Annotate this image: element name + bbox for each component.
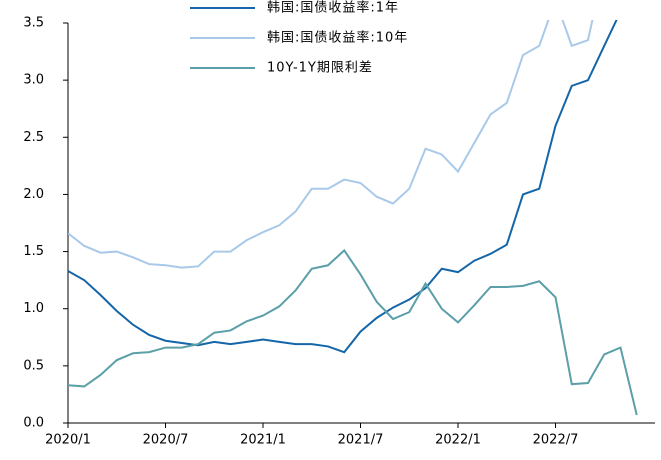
x-tick-label: 2022/1 bbox=[435, 433, 481, 448]
legend-label: 10Y-1Y期限利差 bbox=[267, 61, 373, 76]
legend-label: 韩国:国债收益率:1年 bbox=[267, 0, 399, 16]
series-line bbox=[68, 20, 618, 354]
x-tick-label: 2022/7 bbox=[533, 433, 579, 448]
plot-area bbox=[68, 20, 638, 416]
x-tick-label: 2021/7 bbox=[338, 433, 384, 448]
legend-label: 韩国:国债收益率:10年 bbox=[267, 30, 408, 46]
y-tick-label: 2.0 bbox=[23, 187, 44, 202]
series-line bbox=[68, 248, 638, 416]
y-tick-label: 1.0 bbox=[23, 301, 44, 316]
y-tick-label: 0.5 bbox=[23, 358, 44, 373]
y-tick-label: 1.5 bbox=[23, 244, 44, 259]
x-tick-label: 2020/7 bbox=[143, 433, 189, 448]
y-tick-label: 3.0 bbox=[23, 73, 44, 88]
x-tick-label: 2020/1 bbox=[45, 433, 91, 448]
y-tick-label: 2.5 bbox=[23, 130, 44, 145]
series-line bbox=[68, 20, 594, 269]
y-tick-label: 0.0 bbox=[23, 416, 44, 431]
x-tick-label: 2021/1 bbox=[240, 433, 286, 448]
y-tick-label: 3.5 bbox=[23, 16, 44, 31]
